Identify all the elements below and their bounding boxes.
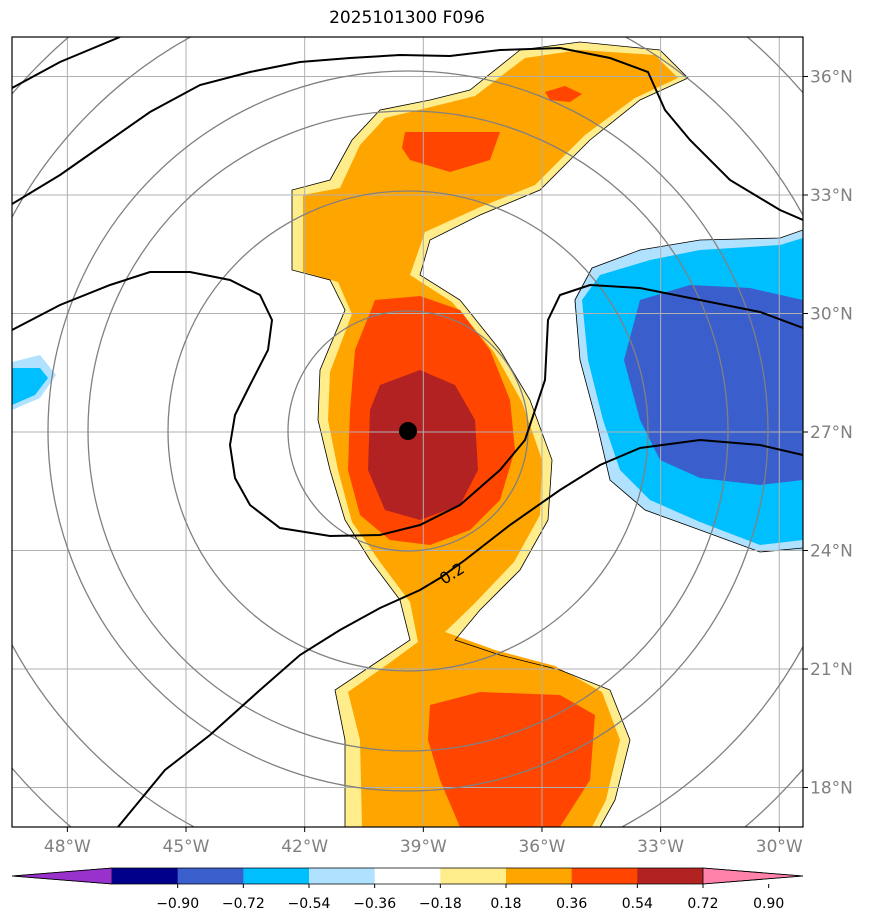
neg-contour-south — [574, 299, 803, 553]
lon-tick-label-2: 42°W — [281, 837, 328, 857]
zero-contour-east — [419, 41, 689, 827]
colorbar-outline — [11, 867, 804, 885]
lat-tick-label-0: 36°N — [810, 68, 853, 88]
colorbar-segment-3 — [309, 868, 376, 884]
storm-center-marker — [399, 422, 417, 440]
colorbar-tick-label-4: −0.18 — [419, 896, 462, 912]
colorbar: −0.90 −0.72 −0.54 −0.36 −0.18 0.18 0.36 0.54 0.7… — [11, 867, 804, 912]
colorbar-segment-8 — [637, 868, 704, 884]
colorbar-segment-6 — [506, 868, 573, 884]
colorbar-segment-7 — [571, 868, 638, 884]
longitude-ticks: 48°W 45°W 42°W 39°W 36°W 33°W 30°W — [44, 827, 803, 857]
colorbar-segment-4 — [374, 868, 441, 884]
lat-tick-label-5: 21°N — [810, 660, 853, 680]
colorbar-tick-label-3: −0.36 — [353, 896, 396, 912]
colorbar-extend-high — [702, 867, 804, 885]
colorbar-segment-0 — [112, 868, 179, 884]
lon-tick-label-3: 39°W — [400, 837, 447, 857]
lon-tick-label-6: 30°W — [756, 837, 803, 857]
lon-tick-label-0: 48°W — [44, 837, 91, 857]
colorbar-tick-label-5: 0.18 — [490, 896, 521, 912]
lon-tick-label-4: 36°W — [518, 837, 565, 857]
lat-tick-label-3: 27°N — [810, 423, 853, 443]
colorbar-tick-label-2: −0.54 — [288, 896, 331, 912]
colorbar-tick-label-1: −0.72 — [222, 896, 265, 912]
lat-tick-label-1: 33°N — [810, 186, 853, 206]
negative-anomaly-region — [574, 230, 803, 552]
colorbar-tick-label-6: 0.36 — [556, 896, 587, 912]
negative-anomaly-patch-west — [12, 355, 56, 410]
lon-tick-label-1: 45°W — [163, 837, 210, 857]
zero-contour-west — [291, 49, 521, 827]
colorbar-tick-label-8: 0.72 — [687, 896, 718, 912]
latitude-ticks: 36°N 33°N 30°N 27°N 24°N 21°N 18°N — [803, 68, 853, 799]
colorbar-tick-label-7: 0.54 — [622, 896, 653, 912]
colorbar-segment-5 — [440, 868, 507, 884]
lat-tick-label-2: 30°N — [810, 305, 853, 325]
colorbar-segment-1 — [177, 868, 244, 884]
map-title: 2025101300 F096 — [329, 8, 485, 28]
colorbar-tick-label-9: 0.90 — [753, 896, 784, 912]
colorbar-extend-low — [11, 867, 113, 885]
black-contours — [12, 37, 803, 827]
lat-tick-label-4: 24°N — [810, 542, 853, 562]
lon-tick-label-5: 33°W — [637, 837, 684, 857]
colorbar-segment-2 — [243, 868, 310, 884]
colorbar-tick-label-0: −0.90 — [156, 896, 199, 912]
lat-tick-label-6: 18°N — [810, 779, 853, 799]
